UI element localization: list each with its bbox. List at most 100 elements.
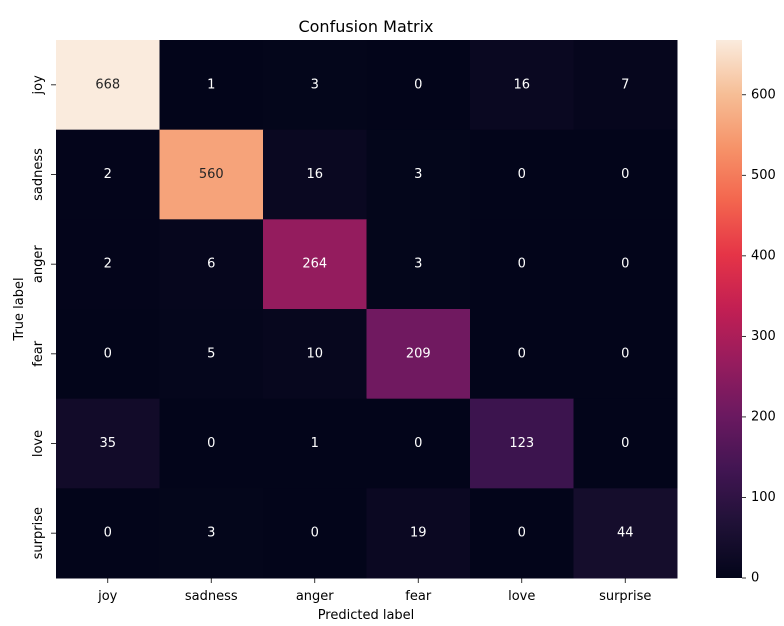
heatmap-cell — [470, 309, 574, 400]
heatmap-cell — [56, 398, 160, 489]
y-axis-ticks: joy sadness anger fear love surprise — [31, 75, 56, 559]
heatmap-cell — [263, 129, 367, 220]
cell-value-label: 35 — [99, 436, 116, 451]
x-tick-label: joy — [97, 589, 118, 604]
heatmap-cell — [263, 398, 367, 489]
cell-value-label: 1 — [311, 436, 319, 451]
cell-value-label: 10 — [306, 346, 323, 361]
heatmap-cell — [573, 40, 678, 131]
heatmap-cell — [470, 398, 574, 489]
cell-value-label: 668 — [95, 77, 120, 92]
y-tick-label: sadness — [31, 148, 46, 201]
cell-value-label: 6 — [207, 257, 215, 272]
heatmap-cell — [56, 309, 160, 400]
heatmap-cell — [573, 309, 678, 400]
cell-value-label: 19 — [410, 526, 427, 541]
colorbar-tick-label: 400 — [751, 248, 776, 263]
colorbar-tick-label: 300 — [751, 329, 776, 344]
heatmap-cell — [159, 219, 264, 310]
cell-value-label: 3 — [414, 167, 422, 182]
heatmap-cell — [470, 488, 574, 579]
cell-value-label: 3 — [414, 257, 422, 272]
heatmap-cell — [366, 219, 471, 310]
y-tick-label: love — [31, 430, 46, 457]
cell-value-label: 0 — [414, 436, 422, 451]
heatmap-cell — [366, 40, 471, 131]
y-axis-label: True label — [12, 277, 27, 341]
heatmap-cell — [56, 219, 160, 310]
cell-value-label: 264 — [302, 257, 327, 272]
cell-value-label: 0 — [621, 257, 629, 272]
cell-value-label: 0 — [621, 346, 629, 361]
heatmap-cell — [366, 309, 471, 400]
colorbar — [716, 40, 742, 578]
cell-value-label: 16 — [306, 167, 323, 182]
cell-value-label: 209 — [406, 346, 431, 361]
heatmap-cell — [159, 398, 264, 489]
cell-value-label: 3 — [207, 526, 215, 541]
heatmap-cell — [56, 129, 160, 220]
heatmap-cell — [573, 219, 678, 310]
cell-value-label: 0 — [518, 526, 526, 541]
colorbar-tick-label: 200 — [751, 409, 776, 424]
cell-value-label: 44 — [617, 526, 634, 541]
heatmap-cell — [366, 488, 471, 579]
cell-value-label: 3 — [311, 77, 319, 92]
heatmap-cell — [263, 309, 367, 400]
cell-value-label: 0 — [207, 436, 215, 451]
x-axis-ticks: joy sadness anger fear love surprise — [97, 578, 651, 604]
colorbar-tick-label: 500 — [751, 168, 776, 183]
heatmap-cell — [159, 40, 264, 131]
heatmap-cells — [56, 40, 678, 579]
colorbar-tick-label: 0 — [751, 571, 759, 586]
x-tick-label: surprise — [599, 589, 651, 604]
cell-value-label: 560 — [199, 167, 224, 182]
heatmap-cell — [470, 40, 574, 131]
heatmap-cell — [159, 129, 264, 220]
x-tick-label: love — [508, 589, 535, 604]
cell-value-label: 0 — [414, 77, 422, 92]
heatmap-cell-labels: 668 1 3 0 16 72 560 16 3 0 02 6 264 3 0 00 5 10 209 0 035 0 1 0… — [95, 77, 633, 540]
cell-value-label: 5 — [207, 346, 215, 361]
colorbar-tick-label: 600 — [751, 87, 776, 102]
heatmap-cell — [263, 488, 367, 579]
heatmap-cell — [159, 488, 264, 579]
chart-title: Confusion Matrix — [298, 17, 433, 36]
heatmap-cell — [159, 309, 264, 400]
cell-value-label: 123 — [509, 436, 534, 451]
y-tick-label: joy — [31, 75, 46, 96]
heatmap-cell — [470, 129, 574, 220]
heatmap-cell — [573, 488, 678, 579]
heatmap-cell — [366, 129, 471, 220]
heatmap-cell — [56, 488, 160, 579]
heatmap-cell — [573, 398, 678, 489]
cell-value-label: 16 — [513, 77, 530, 92]
heatmap-cell — [263, 40, 367, 131]
cell-value-label: 0 — [518, 346, 526, 361]
cell-value-label: 0 — [311, 526, 319, 541]
x-tick-label: fear — [405, 589, 432, 604]
cell-value-label: 0 — [621, 167, 629, 182]
cell-value-label: 0 — [104, 526, 112, 541]
heatmap-cell — [56, 40, 160, 131]
colorbar-ticks: 0 100 200 300 400 500 600 — [742, 87, 776, 586]
x-tick-label: anger — [296, 589, 334, 604]
x-tick-label: sadness — [185, 589, 238, 604]
y-tick-label: anger — [31, 245, 46, 283]
cell-value-label: 1 — [207, 77, 215, 92]
cell-value-label: 2 — [104, 167, 112, 182]
x-axis-label: Predicted label — [318, 608, 415, 623]
cell-value-label: 7 — [621, 77, 629, 92]
cell-value-label: 2 — [104, 257, 112, 272]
cell-value-label: 0 — [621, 436, 629, 451]
cell-value-label: 0 — [104, 346, 112, 361]
y-tick-label: surprise — [31, 507, 46, 559]
heatmap-cell — [263, 219, 367, 310]
cell-value-label: 0 — [518, 167, 526, 182]
y-tick-label: fear — [31, 340, 46, 367]
heatmap-cell — [366, 398, 471, 489]
colorbar-tick-label: 100 — [751, 490, 776, 505]
cell-value-label: 0 — [518, 257, 526, 272]
heatmap-cell — [470, 219, 574, 310]
